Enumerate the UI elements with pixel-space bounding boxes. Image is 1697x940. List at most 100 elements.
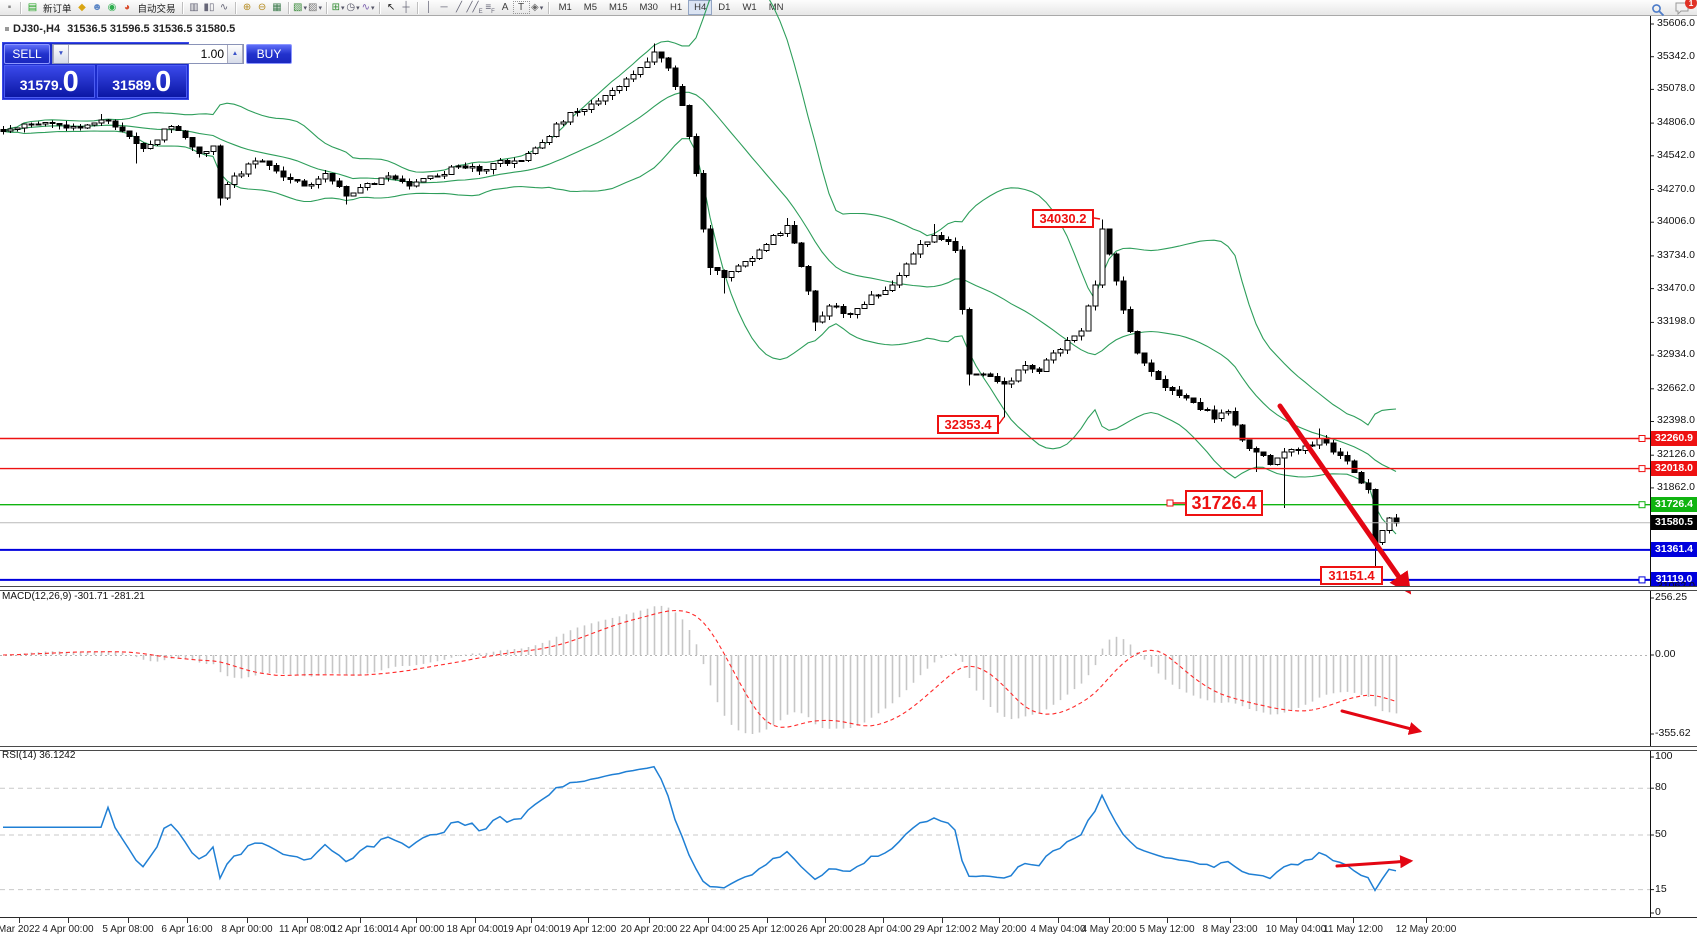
signal-icon[interactable]: ◉ — [107, 2, 117, 13]
history-icon[interactable]: ◆ — [78, 2, 86, 13]
fibonacci-icon[interactable]: ≡F — [485, 2, 495, 15]
timeframe-w1-button[interactable]: W1 — [742, 2, 757, 13]
annotation-handle[interactable] — [1166, 499, 1174, 507]
time-tick-label: 18 Apr 04:00 — [446, 924, 504, 935]
time-tick-label: 25 Apr 12:00 — [738, 924, 796, 935]
timeframe-m30-button[interactable]: M30 — [639, 2, 658, 13]
price-level-label-31580.5[interactable]: 31580.5 — [1651, 515, 1697, 530]
price-level-label-31361.4[interactable]: 31361.4 — [1651, 542, 1697, 557]
periods-icon[interactable]: ◷▾ — [346, 2, 360, 13]
macd-histogram — [9, 605, 1398, 734]
price-annotation-34030.2[interactable]: 34030.2 — [1032, 209, 1094, 228]
price-tick-label: 34806.0 — [1657, 116, 1695, 128]
volume-decrease-button[interactable]: ▼ — [53, 45, 69, 63]
timeframe-m15-button[interactable]: M15 — [609, 2, 628, 13]
time-tick-label: 4 May 20:00 — [1081, 924, 1137, 935]
price-tick-label: 35606.0 — [1657, 17, 1695, 29]
text-label-icon[interactable]: T — [512, 1, 530, 14]
ask-price-display[interactable]: 31589. 0 — [96, 65, 187, 98]
price-level-label-32260.9[interactable]: 32260.9 — [1651, 431, 1697, 446]
bollinger-middle-band — [2, 91, 1397, 472]
timeframe-h1-button[interactable]: H1 — [669, 2, 683, 13]
timeframe-h4-button[interactable]: H4 — [688, 0, 713, 15]
price-tick-label: 33734.0 — [1657, 249, 1695, 261]
price-tick-label: 34542.0 — [1657, 149, 1695, 161]
macd-signal-line — [2, 609, 1397, 728]
price-annotation-31726.4[interactable]: 31726.4 — [1185, 490, 1263, 516]
price-tick-label: 32934.0 — [1657, 348, 1695, 360]
rsi-name: RSI(14) — [2, 750, 37, 761]
main-macd-splitter[interactable] — [0, 586, 1697, 591]
line-chart-icon[interactable]: ∿ — [219, 2, 229, 13]
new-chart-icon[interactable]: ▧▾ — [293, 2, 308, 13]
search-icon[interactable] — [1651, 3, 1665, 17]
price-tick-label: 35342.0 — [1657, 50, 1695, 62]
price-level-label-32018.0[interactable]: 32018.0 — [1651, 461, 1697, 476]
tile-windows-icon[interactable]: ▦ — [272, 2, 282, 13]
time-tick-label: 12 May 20:00 — [1395, 924, 1457, 935]
price-tick-label: 33470.0 — [1657, 282, 1695, 294]
zoom-in-icon[interactable]: ⊕ — [242, 2, 252, 13]
price-annotation-31151.4[interactable]: 31151.4 — [1320, 566, 1383, 585]
indicators-icon[interactable]: ⊞▾ — [331, 2, 345, 13]
templates-icon[interactable]: ∿▾ — [361, 2, 375, 13]
price-tick-label: 34270.0 — [1657, 183, 1695, 195]
chart-title: DJ30-,H4 31536.5 31596.5 31536.5 31580.5 — [5, 23, 235, 35]
volume-input[interactable] — [69, 45, 227, 63]
horizontal-line-icon[interactable]: ─ — [440, 2, 448, 13]
time-tick-label: 19 Apr 12:00 — [559, 924, 617, 935]
time-tick-label: 2 May 20:00 — [971, 924, 1027, 935]
toolbar-separator — [325, 1, 328, 14]
timeframe-m5-button[interactable]: M5 — [583, 2, 597, 13]
level-handle[interactable] — [1638, 435, 1646, 442]
trendline-icon[interactable]: ╱ — [456, 2, 463, 13]
rsi-right-arrow[interactable] — [1335, 855, 1414, 869]
new-order-button[interactable]: 新订单 — [43, 3, 72, 15]
autotrade-icon[interactable]: ◕ — [123, 2, 131, 13]
new-order-icon[interactable]: ▤ — [27, 2, 38, 13]
text-icon[interactable]: A — [501, 2, 509, 13]
level-handle[interactable] — [1638, 576, 1646, 584]
volume-increase-button[interactable]: ▲ — [227, 45, 243, 63]
community-icon[interactable]: ☻ — [91, 2, 103, 13]
channel-icon[interactable]: ╱╱E — [466, 2, 483, 15]
sell-button[interactable]: SELL — [4, 44, 50, 64]
price-annotation-32353.4[interactable]: 32353.4 — [937, 415, 999, 434]
price-level-label-31119.0[interactable]: 31119.0 — [1651, 572, 1697, 587]
chart-bullet-icon — [5, 27, 9, 32]
timeframe-m1-button[interactable]: M1 — [558, 2, 572, 13]
macd-rsi-splitter[interactable] — [0, 746, 1697, 751]
buy-button[interactable]: BUY — [246, 44, 292, 64]
vertical-line-icon[interactable]: │ — [425, 2, 433, 13]
price-tick-label: 32398.0 — [1657, 414, 1695, 426]
chat-icon[interactable]: 1 — [1675, 0, 1697, 18]
price-down-arrow[interactable] — [1277, 403, 1412, 595]
macd-down-arrow[interactable] — [1340, 709, 1423, 735]
timeframe-d1-button[interactable]: D1 — [718, 2, 731, 13]
price-level-label-31726.4[interactable]: 31726.4 — [1651, 497, 1697, 512]
one-click-trading-panel: SELL ▼ ▲ BUY 31579.0 31589.0 — [2, 42, 292, 100]
shapes-icon[interactable]: ◈▾ — [530, 2, 544, 13]
level-handle[interactable] — [1638, 465, 1646, 473]
time-tick-label: 26 Apr 20:00 — [796, 924, 854, 935]
rsi-axis-label: 80 — [1655, 781, 1667, 794]
timeframe-mn-button[interactable]: MN — [768, 2, 784, 13]
candles-chart-icon[interactable]: ▮▯ — [203, 2, 215, 13]
autotrade-button[interactable]: 自动交易 — [137, 3, 176, 15]
profiles-icon[interactable]: ▨▾ — [308, 2, 323, 13]
ask-price-main: 31589 — [112, 77, 152, 93]
toolbar-separator — [234, 1, 237, 14]
toolbar-separator — [287, 1, 290, 14]
bars-chart-icon[interactable]: ▥ — [189, 2, 199, 13]
time-tick-label: 8 May 23:00 — [1202, 924, 1258, 935]
crosshair-icon[interactable]: ┼ — [402, 2, 410, 13]
zoom-out-icon[interactable]: ⊖ — [257, 2, 267, 13]
time-tick-label: 5 May 12:00 — [1139, 924, 1195, 935]
annotation-connector — [1093, 217, 1101, 220]
bid-price-display[interactable]: 31579. 0 — [4, 65, 95, 98]
time-tick-label: 29 Apr 12:00 — [913, 924, 971, 935]
cursor-icon[interactable]: ↖ — [386, 2, 396, 13]
level-handle[interactable] — [1638, 501, 1646, 509]
